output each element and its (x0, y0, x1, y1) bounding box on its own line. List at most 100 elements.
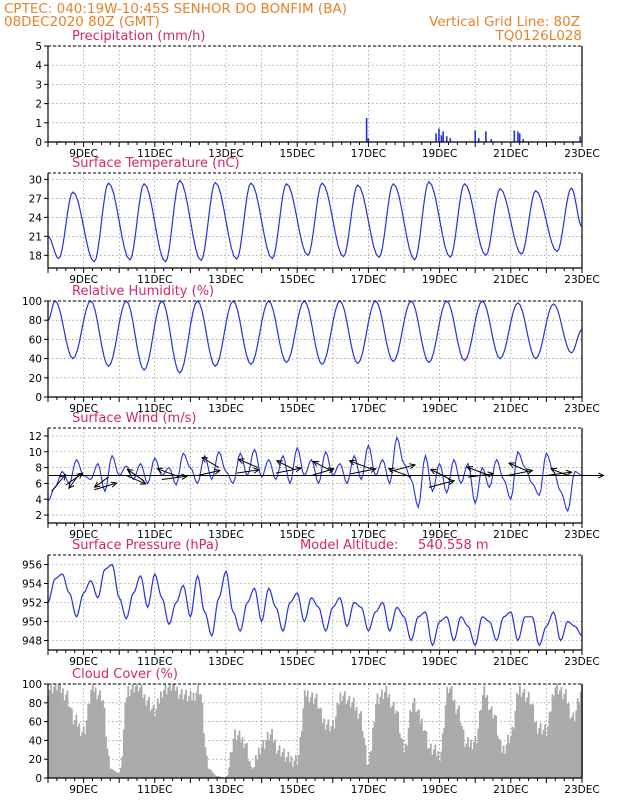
temp-xtick-label: 11DEC (137, 274, 172, 286)
cloud-bar (231, 752, 233, 778)
cloud-bar (203, 733, 205, 778)
cloud-bar (480, 709, 483, 778)
precip-bar (579, 136, 582, 142)
cloud-bar (48, 690, 51, 778)
precip-xtick-label: 21DEC (493, 148, 528, 160)
cloud-bar (474, 735, 477, 778)
cloud-bar (81, 731, 84, 778)
cloud-bar (268, 740, 271, 778)
cloud-bar (116, 772, 119, 778)
temp-xtick-label: 19DEC (422, 274, 457, 286)
cloud-bar (88, 703, 91, 778)
temp-ytick-label: 21 (29, 231, 42, 243)
cloud-bar (256, 759, 259, 778)
cloud-bar (108, 756, 110, 778)
cloud-bar (293, 760, 296, 778)
cloud-bar (85, 720, 88, 778)
pres-xtick-label: 9DEC (69, 656, 98, 668)
wind-vector-head (110, 481, 118, 488)
cloud-bar (468, 746, 471, 778)
cloud-bar (403, 752, 406, 778)
cloud-bar (246, 742, 248, 778)
cloud-bar (428, 747, 431, 778)
cloud-bar (263, 748, 266, 778)
rh-series-line (47, 300, 583, 374)
cloud-bar (179, 694, 182, 778)
cloud-bar (381, 689, 383, 778)
cloud-bar (149, 711, 152, 778)
cloud-bar (312, 703, 315, 778)
cloud-bar (260, 746, 263, 778)
cloud-bar (182, 699, 185, 778)
cloud-bar (407, 727, 410, 778)
precip-bar (474, 130, 476, 142)
cloud-bar (195, 692, 198, 778)
cloud-bar (378, 703, 380, 778)
cloud-bar (292, 766, 294, 778)
cloud-bar (490, 706, 493, 778)
pres-xtick-label: 13DEC (208, 656, 243, 668)
cloud-bar (449, 688, 452, 778)
cloud-bar (412, 702, 414, 778)
cloud-bar (425, 731, 428, 778)
wind-vector (388, 468, 412, 478)
cloud-xtick-label: 9DEC (69, 784, 98, 796)
cloud-bar (114, 770, 116, 778)
cloud-bar (573, 721, 576, 778)
temp-title: Surface Temperature (nC) (72, 156, 240, 171)
precip-bar (490, 139, 493, 142)
cloud-bar (205, 755, 208, 778)
cloud-bar (250, 766, 253, 778)
wind-xtick-label: 9DEC (69, 529, 98, 541)
cloud-bar (472, 742, 475, 778)
cloud-bar (446, 687, 449, 778)
cloud-bar (290, 756, 293, 778)
cloud-bar (569, 719, 572, 778)
cloud-bar (389, 707, 392, 778)
cloud-bar (323, 718, 325, 778)
cloud-bar (161, 697, 164, 778)
cloud-bar (248, 761, 251, 778)
precip-xtick-label: 19DEC (422, 148, 457, 160)
cloud-bar (444, 705, 447, 778)
cloud-bar (346, 700, 349, 778)
rh-xtick-label: 21DEC (493, 403, 528, 415)
cloud-bar (564, 689, 567, 778)
precip-xtick-label: 23DEC (564, 148, 599, 160)
cloud-bar (119, 767, 122, 778)
cloud-bar (63, 700, 66, 778)
cloud-bar (524, 701, 527, 778)
cloud-bar (547, 726, 549, 778)
cloud-bar (226, 775, 229, 778)
cloud-bar (241, 737, 244, 778)
cloud-bar (189, 690, 192, 778)
cloud-bar (79, 736, 82, 778)
cloud-bar (419, 723, 422, 778)
cloud-bar (219, 776, 222, 778)
cloud-bar (72, 724, 75, 778)
rh-title: Relative Humidity (%) (72, 284, 214, 299)
cloud-bar (96, 699, 98, 778)
cloud-bar (375, 704, 377, 778)
rh-ytick-label: 20 (29, 373, 42, 385)
wind-vector (428, 480, 455, 488)
wind-ytick-label: 6 (35, 478, 42, 490)
cloud-bar (130, 689, 133, 778)
cloud-bar (513, 728, 515, 778)
cloud-bar (535, 721, 538, 778)
precip-ytick-label: 0 (35, 137, 42, 149)
wind-vector-head (348, 459, 356, 466)
cloud-bar (240, 742, 242, 778)
cloud-bar (508, 742, 511, 778)
cloud-bar (336, 702, 339, 778)
cloud-bar (505, 744, 508, 778)
pres-xtick-label: 19DEC (422, 656, 457, 668)
cloud-bar (496, 735, 499, 778)
cloud-bar (532, 704, 535, 778)
cloud-bar (168, 684, 171, 778)
pres-ytick-label: 948 (22, 636, 42, 648)
cloud-bar (286, 757, 288, 778)
cloud-bar (518, 685, 521, 778)
precip-ytick-label: 3 (35, 79, 42, 91)
